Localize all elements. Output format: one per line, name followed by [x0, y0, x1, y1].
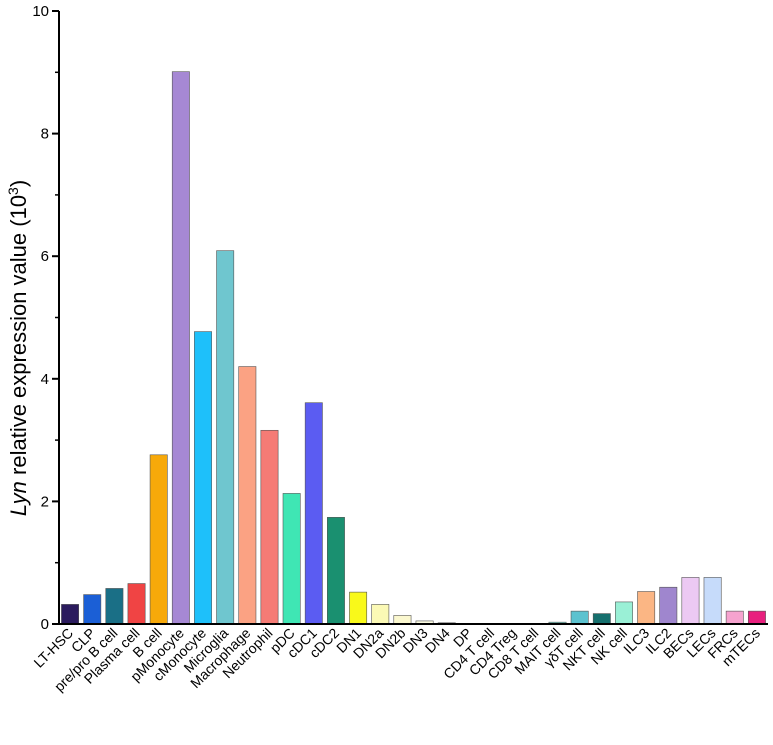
bar-microglia — [216, 250, 235, 625]
bar-becs — [681, 577, 700, 625]
bar-mtecs — [747, 610, 766, 625]
bar-pre-pro-b-cell — [105, 588, 124, 625]
bars — [61, 71, 766, 625]
y-tick-label: 8 — [41, 126, 49, 143]
y-tick-label: 0 — [41, 616, 49, 633]
bar-pdc — [282, 493, 301, 625]
bar-cdc2 — [327, 517, 345, 625]
bar-lt-hsc — [61, 604, 80, 625]
y-tick-label: 2 — [41, 493, 49, 510]
bar-nk-cell — [615, 601, 633, 625]
y-tick-label: 4 — [41, 371, 49, 388]
bar-macrophage — [238, 366, 257, 625]
bar-dn1 — [349, 591, 368, 625]
bar-cdc1 — [304, 402, 323, 625]
y-axis-title: Lyn relative expression value (103) — [5, 180, 31, 516]
bar-cmonocyte — [194, 331, 212, 625]
bar-dn2a — [371, 604, 390, 625]
x-tick-label: DN4 — [422, 625, 453, 656]
bar-clp — [83, 594, 102, 625]
y-axis: 0 2 4 6 8 10 — [32, 3, 60, 633]
bar-ilc2 — [659, 586, 678, 625]
bar-neutrophil — [260, 429, 279, 625]
bar--t-cell — [570, 610, 589, 625]
bar-lecs — [703, 577, 722, 625]
bar-ilc3 — [637, 591, 656, 625]
bar-pmonocyte — [171, 71, 190, 625]
bar-frcs — [725, 610, 744, 625]
bar-plasma-cell — [127, 583, 146, 625]
bar-nkt-cell — [592, 613, 611, 625]
bar-dn2b — [393, 615, 412, 625]
y-tick-label: 6 — [41, 248, 49, 265]
y-tick-label: 10 — [32, 3, 49, 20]
bar-b-cell — [149, 454, 168, 625]
